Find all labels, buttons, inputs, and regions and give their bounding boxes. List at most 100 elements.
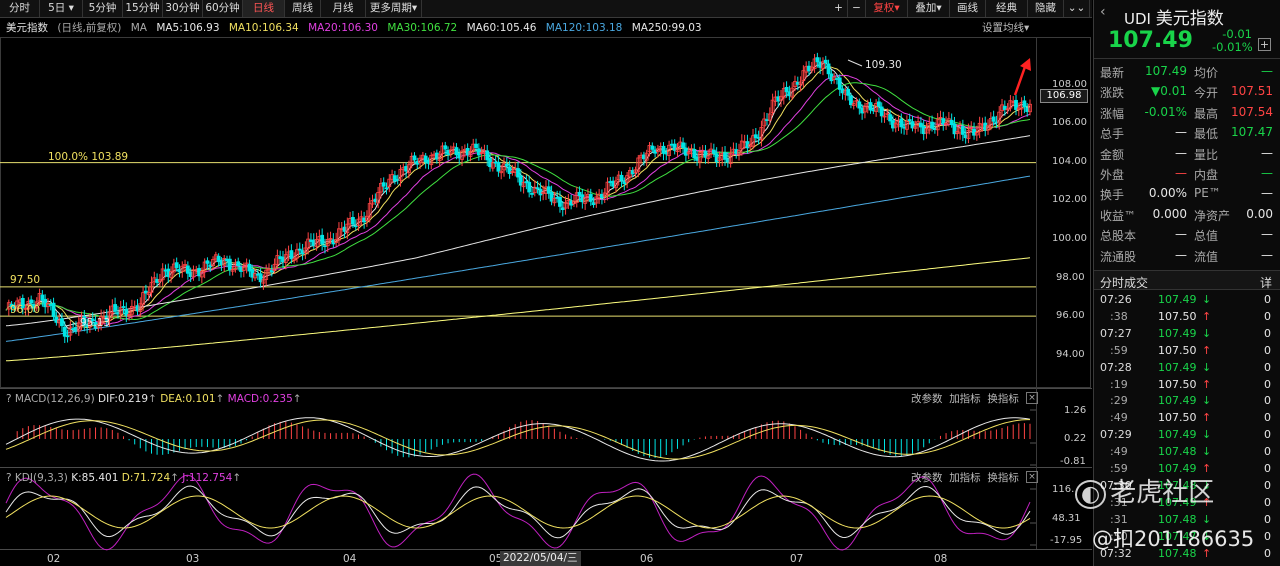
tick-volume: 0 bbox=[1264, 378, 1271, 391]
candle-body bbox=[321, 235, 324, 244]
kdj-add-indicator-button[interactable]: 加指标 bbox=[949, 472, 981, 484]
field-value: 107.47 bbox=[1231, 125, 1273, 139]
kdj-tick: 116. bbox=[1052, 484, 1074, 495]
high-price-label: 109.30 bbox=[865, 59, 902, 71]
field-value: 0.000 bbox=[1153, 207, 1187, 221]
candle-body bbox=[505, 164, 508, 166]
field-value: — bbox=[1175, 146, 1187, 160]
kdj-tools: 改参数 加指标 换指标 bbox=[911, 469, 1019, 487]
candle-body bbox=[900, 119, 903, 127]
field-value: — bbox=[1261, 146, 1273, 160]
kdj-tick: -17.95 bbox=[1050, 535, 1082, 546]
candle-body bbox=[558, 197, 561, 206]
candle-body bbox=[114, 304, 117, 311]
field-label: 外盘 bbox=[1100, 166, 1124, 183]
field-label: 涨幅 bbox=[1100, 105, 1124, 122]
kdj-close-icon[interactable]: × bbox=[1026, 471, 1038, 483]
tick-volume: 0 bbox=[1264, 310, 1271, 323]
field-value: — bbox=[1261, 166, 1273, 180]
candle-body bbox=[589, 194, 592, 201]
tick-price: 107.49 bbox=[1158, 361, 1197, 374]
tick-price: 107.48 bbox=[1158, 445, 1197, 458]
field-value: — bbox=[1175, 125, 1187, 139]
field-value: ▼0.01 bbox=[1151, 84, 1187, 98]
help-icon[interactable]: ? bbox=[6, 472, 12, 484]
tick-time: :49 bbox=[1110, 445, 1128, 458]
quote-field-row: 金额 — 量比 — bbox=[1094, 144, 1280, 164]
current-price-tag: 106.98 bbox=[1040, 89, 1088, 103]
macd-panel bbox=[6, 418, 1030, 461]
tick-time: 07:26 bbox=[1100, 293, 1132, 306]
trend-arrow bbox=[1015, 64, 1026, 95]
high-marker bbox=[848, 60, 862, 66]
macd-close-icon[interactable]: × bbox=[1026, 392, 1038, 404]
kdj-swap-indicator-button[interactable]: 换指标 bbox=[987, 472, 1019, 484]
tick-price: 107.50 bbox=[1158, 411, 1197, 424]
watermark-logo: ◐ 老虎社区 bbox=[1075, 472, 1214, 509]
field-value: 107.54 bbox=[1231, 105, 1273, 119]
candle-body bbox=[63, 327, 66, 336]
field-label: 量比 bbox=[1194, 146, 1218, 163]
macd-change-params-button[interactable]: 改参数 bbox=[911, 393, 943, 405]
field-label: 总股本 bbox=[1100, 227, 1136, 244]
candle-body bbox=[816, 58, 819, 62]
tick-row: 07:27 107.49 ↓ 0 bbox=[1094, 326, 1280, 343]
candle-body bbox=[385, 188, 388, 189]
kdj-title: KDJ(9,3,3) bbox=[15, 472, 68, 484]
macd-dea-line bbox=[6, 420, 1030, 459]
ticks-detail-button[interactable]: 详 bbox=[1260, 274, 1272, 291]
candle-body bbox=[838, 78, 841, 89]
field-label: 最低 bbox=[1194, 125, 1218, 142]
candle-body bbox=[693, 149, 696, 157]
candle-body bbox=[530, 193, 533, 194]
price-change-pct: -0.01% bbox=[1212, 40, 1252, 54]
last-price: 107.49 bbox=[1108, 28, 1193, 53]
field-label: 换手 bbox=[1100, 186, 1124, 203]
candle-body bbox=[351, 217, 354, 224]
tick-time: :38 bbox=[1110, 310, 1128, 323]
macd-title: MACD(12,26,9) bbox=[15, 393, 95, 405]
tick-direction: ↑ bbox=[1202, 411, 1211, 424]
candle-body bbox=[60, 319, 63, 326]
tick-price: 107.50 bbox=[1158, 378, 1197, 391]
level-9750-label: 97.50 bbox=[10, 274, 40, 286]
quote-field-row: 收益™ 0.000 净资产 0.00 bbox=[1094, 205, 1280, 225]
field-value: 107.51 bbox=[1231, 84, 1273, 98]
candle-body bbox=[413, 156, 416, 160]
field-label: 涨跌 bbox=[1100, 84, 1124, 101]
candle-body bbox=[620, 175, 623, 180]
field-value: — bbox=[1175, 166, 1187, 180]
price-tick: 104.00 bbox=[1052, 156, 1087, 167]
help-icon[interactable]: ? bbox=[6, 393, 12, 405]
field-value: — bbox=[1175, 248, 1187, 262]
tick-price: 107.49 bbox=[1158, 428, 1197, 441]
candle-body bbox=[206, 261, 209, 264]
tick-row: :29 107.49 ↓ 0 bbox=[1094, 393, 1280, 410]
add-watchlist-icon[interactable]: + bbox=[1258, 38, 1271, 51]
candle-body bbox=[298, 249, 301, 250]
macd-dif: DIF:0.219 bbox=[98, 393, 148, 405]
tick-time: 07:27 bbox=[1100, 327, 1132, 340]
price-tick: 106.00 bbox=[1052, 117, 1087, 128]
tick-row: :19 107.50 ↑ 0 bbox=[1094, 377, 1280, 394]
crosshair-date-tag: 2022/05/04/三 bbox=[500, 551, 581, 566]
macd-swap-indicator-button[interactable]: 换指标 bbox=[987, 393, 1019, 405]
quote-title: UDI 美元指数 bbox=[1124, 4, 1224, 29]
field-value: — bbox=[1261, 186, 1273, 200]
tick-volume: 0 bbox=[1264, 428, 1271, 441]
main-panel-frame bbox=[1, 38, 1091, 388]
chevron-left-icon[interactable]: ‹ bbox=[1100, 6, 1110, 20]
kdj-k-line bbox=[6, 486, 1030, 538]
tick-time: :19 bbox=[1110, 378, 1128, 391]
candle-body bbox=[528, 182, 531, 192]
candle-body bbox=[869, 103, 872, 110]
level-lines bbox=[0, 163, 1036, 316]
macd-tools: 改参数 加指标 换指标 bbox=[911, 390, 1019, 408]
field-value: — bbox=[1261, 64, 1273, 78]
ticks-title: 分时成交 bbox=[1100, 274, 1148, 291]
kdj-tick: 48.31 bbox=[1052, 513, 1081, 524]
kdj-change-params-button[interactable]: 改参数 bbox=[911, 472, 943, 484]
macd-add-indicator-button[interactable]: 加指标 bbox=[949, 393, 981, 405]
candle-body bbox=[477, 149, 480, 155]
tick-direction: ↑ bbox=[1202, 310, 1211, 323]
